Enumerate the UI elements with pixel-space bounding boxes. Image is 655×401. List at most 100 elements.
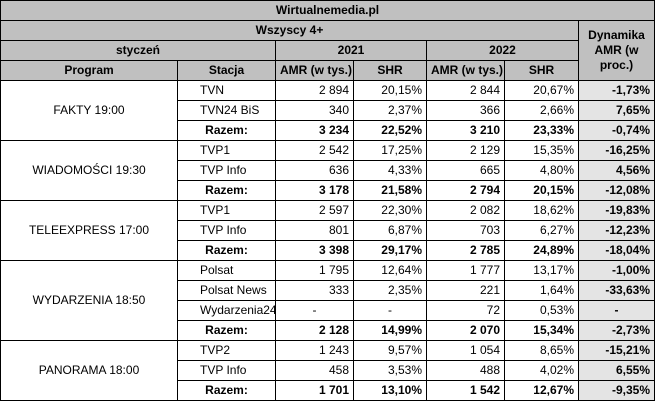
shr-2021-cell: 9,57% — [353, 340, 427, 361]
total-dynamics: -12,08% — [577, 180, 655, 201]
station-cell: TVN24 BiS — [177, 100, 276, 121]
total-shr-2022: 24,89% — [504, 240, 579, 261]
shr-2021-col-header: SHR — [353, 60, 427, 81]
amr-2021-cell: - — [275, 300, 354, 321]
amr-2021-cell: 340 — [275, 100, 354, 121]
shr-2022-cell: 1,64% — [504, 280, 579, 301]
program-name: WYDARZENIA 18:50 — [0, 260, 178, 341]
amr-2022-cell: 2 082 — [426, 200, 505, 221]
shr-2021-cell: 17,25% — [353, 140, 427, 161]
total-shr-2021: 14,99% — [353, 320, 427, 341]
amr-2022-cell: 366 — [426, 100, 505, 121]
amr-2021-cell: 333 — [275, 280, 354, 301]
total-amr-2021: 3 234 — [275, 120, 354, 141]
year-2022-header: 2022 — [426, 40, 579, 61]
station-cell: TVP2 — [177, 340, 276, 361]
total-row: Razem: 3 398 29,17% 2 785 24,89% -18,04% — [1, 240, 655, 261]
total-amr-2022: 1 542 — [426, 380, 505, 401]
table-row: PANORAMA 18:00 TVP2 1 243 9,57% 1 054 8,65% -1… — [0, 340, 655, 401]
dynamics-cell: 4,56% — [577, 160, 655, 181]
dynamics-cell: -1,00% — [577, 260, 655, 281]
dynamics-cell: -16,25% — [577, 140, 655, 161]
shr-2022-cell: 4,02% — [504, 360, 579, 381]
shr-2022-cell: 8,65% — [504, 340, 579, 361]
total-label: Razem: — [177, 180, 276, 201]
total-amr-2021: 2 128 — [275, 320, 354, 341]
shr-2021-cell: 20,15% — [353, 80, 427, 101]
table-row: TELEEXPRESS 17:00 TVP1 2 597 22,30% 2 082 18,… — [0, 200, 655, 261]
amr-2022-cell: 1 777 — [426, 260, 505, 281]
station-cell: Polsat News — [177, 280, 276, 301]
dynamics-header: Dynamika AMR (w proc.) — [577, 20, 655, 81]
amr-2021-cell: 2 542 — [275, 140, 354, 161]
program-col-header: Program — [0, 60, 178, 81]
amr-2022-cell: 2 844 — [426, 80, 505, 101]
total-dynamics: -2,73% — [577, 320, 655, 341]
station-cell: TVP Info — [177, 220, 276, 241]
total-shr-2022: 15,34% — [504, 320, 579, 341]
total-amr-2021: 1 701 — [275, 380, 354, 401]
amr-2022-cell: 665 — [426, 160, 505, 181]
amr-2022-cell: 72 — [426, 300, 505, 321]
total-shr-2021: 29,17% — [353, 240, 427, 261]
shr-2021-cell: 22,30% — [353, 200, 427, 221]
amr-2021-cell: 2 597 — [275, 200, 354, 221]
dynamics-cell: -1,73% — [577, 80, 655, 101]
amr-2021-cell: 1 795 — [275, 260, 354, 281]
station-cell: TVP Info — [177, 360, 276, 381]
shr-2021-cell: 2,37% — [353, 100, 427, 121]
station-cell: TVP1 — [177, 200, 276, 221]
station-cell: TVP1 — [177, 140, 276, 161]
program-name: WIADOMOŚCI 19:30 — [0, 140, 178, 201]
shr-2022-cell: 20,67% — [504, 80, 579, 101]
station-cell: TVN — [177, 80, 276, 101]
dynamics-cell: - — [577, 300, 655, 321]
dynamics-cell: -12,23% — [577, 220, 655, 241]
total-amr-2021: 3 398 — [275, 240, 354, 261]
total-shr-2022: 23,33% — [504, 120, 579, 141]
audience-header: Wszyscy 4+ — [0, 20, 579, 41]
total-dynamics: -0,74% — [577, 120, 655, 141]
program-name: FAKTY 19:00 — [0, 80, 178, 141]
amr-2021-cell: 2 894 — [275, 80, 354, 101]
table-body: FAKTY 19:00 TVN 2 894 20,15% 2 844 20,67% -1,7… — [0, 80, 655, 401]
amr-2021-cell: 801 — [275, 220, 354, 241]
amr-2022-cell: 488 — [426, 360, 505, 381]
shr-2021-cell: 12,64% — [353, 260, 427, 281]
shr-2022-cell: 13,17% — [504, 260, 579, 281]
table-row: WIADOMOŚCI 19:30 TVP1 2 542 17,25% 2 129 15,3… — [0, 140, 655, 201]
station-cell: Polsat — [177, 260, 276, 281]
total-amr-2022: 2 785 — [426, 240, 505, 261]
amr-2021-col-header: AMR (w tys.) — [275, 60, 354, 81]
shr-2022-cell: 4,80% — [504, 160, 579, 181]
total-shr-2022: 12,67% — [504, 380, 579, 401]
shr-2022-cell: 2,66% — [504, 100, 579, 121]
dynamics-cell: 7,65% — [577, 100, 655, 121]
total-row: Razem: 1 701 13,10% 1 542 12,67% -9,35% — [1, 380, 655, 401]
amr-2022-cell: 221 — [426, 280, 505, 301]
shr-2022-cell: 0,53% — [504, 300, 579, 321]
total-amr-2022: 2 794 — [426, 180, 505, 201]
shr-2021-cell: 4,33% — [353, 160, 427, 181]
total-label: Razem: — [177, 320, 276, 341]
amr-2022-cell: 703 — [426, 220, 505, 241]
total-dynamics: -9,35% — [577, 380, 655, 401]
total-amr-2021: 3 178 — [275, 180, 354, 201]
site-title: Wirtualnemedia.pl — [0, 0, 655, 21]
amr-2022-cell: 1 054 — [426, 340, 505, 361]
shr-2022-cell: 18,62% — [504, 200, 579, 221]
total-label: Razem: — [177, 240, 276, 261]
total-shr-2022: 20,15% — [504, 180, 579, 201]
amr-2021-cell: 458 — [275, 360, 354, 381]
dynamics-cell: -33,63% — [577, 280, 655, 301]
shr-2022-col-header: SHR — [504, 60, 579, 81]
total-shr-2021: 22,52% — [353, 120, 427, 141]
total-label: Razem: — [177, 380, 276, 401]
total-shr-2021: 13,10% — [353, 380, 427, 401]
shr-2021-cell: 6,87% — [353, 220, 427, 241]
shr-2022-cell: 15,35% — [504, 140, 579, 161]
total-shr-2021: 21,58% — [353, 180, 427, 201]
station-cell: TVP Info — [177, 160, 276, 181]
total-row: Razem: 3 178 21,58% 2 794 20,15% -12,08% — [1, 180, 655, 201]
